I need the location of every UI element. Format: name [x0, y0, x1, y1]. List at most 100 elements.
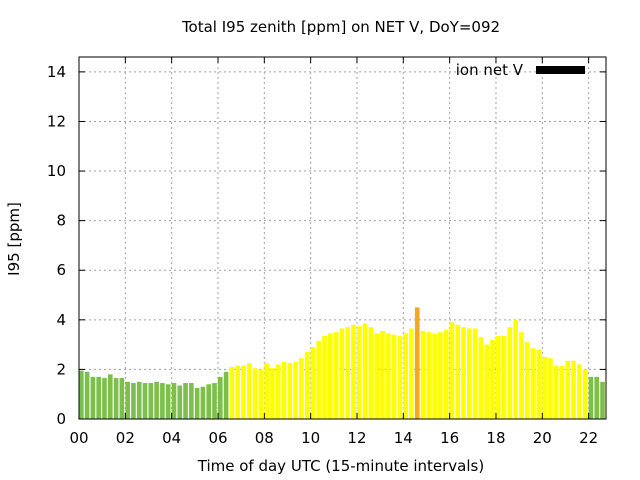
bar — [542, 357, 547, 419]
bar — [443, 329, 449, 419]
bar — [484, 344, 490, 419]
bar — [241, 365, 246, 419]
bar — [455, 324, 461, 419]
plot-frame — [78, 56, 607, 420]
bar — [270, 368, 275, 419]
bar — [310, 347, 316, 419]
bar — [467, 328, 472, 419]
bar — [524, 342, 530, 419]
bar — [409, 328, 414, 419]
bar — [438, 332, 443, 419]
bar — [160, 383, 165, 419]
bar — [229, 366, 235, 419]
legend-swatch — [536, 66, 585, 74]
y-tick-label: 4 — [56, 311, 66, 329]
bar — [490, 339, 495, 419]
legend: ion net V — [456, 61, 585, 79]
bars — [79, 307, 605, 419]
bar — [420, 330, 426, 419]
bar — [119, 378, 125, 419]
bar — [432, 333, 437, 419]
x-tick-label: 00 — [69, 429, 88, 447]
x-tick-label: 02 — [116, 429, 135, 447]
bar — [414, 307, 420, 419]
bar — [403, 333, 408, 419]
bar — [495, 335, 501, 419]
bar — [142, 383, 148, 419]
bar — [571, 360, 576, 419]
bar — [397, 335, 403, 419]
bar — [374, 333, 379, 419]
bar — [287, 363, 293, 419]
x-axis-label: Time of day UTC (15-minute intervals) — [197, 457, 484, 475]
bar — [536, 349, 542, 419]
bar — [530, 348, 536, 419]
y-tick-label: 0 — [56, 410, 66, 428]
bar — [351, 324, 356, 419]
bar — [293, 361, 298, 419]
bar — [189, 383, 194, 419]
bar — [553, 365, 559, 419]
bar — [102, 378, 107, 419]
bar — [328, 333, 333, 419]
bar — [333, 332, 339, 419]
bar — [206, 384, 212, 419]
bar — [449, 322, 455, 419]
x-tick-label: 10 — [301, 429, 320, 447]
x-tick-label: 08 — [255, 429, 274, 447]
bar — [519, 332, 524, 419]
bar — [217, 376, 223, 419]
bar — [600, 381, 605, 419]
bar — [96, 376, 102, 419]
bar — [113, 378, 119, 419]
bar — [478, 337, 484, 419]
y-tick-label: 8 — [56, 212, 66, 230]
bar — [588, 376, 594, 419]
bar — [212, 383, 217, 419]
chart-title: Total I95 zenith [ppm] on NET V, DoY=092 — [181, 18, 500, 36]
x-tick-label: 22 — [579, 429, 598, 447]
bar — [183, 383, 188, 419]
bar — [548, 358, 553, 419]
bar — [391, 334, 397, 419]
bar — [461, 327, 466, 419]
bar — [582, 369, 588, 419]
bar — [362, 323, 368, 419]
bar — [472, 328, 478, 419]
y-tick-label: 10 — [47, 162, 66, 180]
bar — [380, 330, 385, 419]
bar — [136, 381, 142, 419]
bar — [165, 384, 171, 419]
bar — [79, 370, 84, 419]
x-tick-label: 06 — [208, 429, 227, 447]
bar — [235, 365, 240, 419]
x-tick-label: 16 — [440, 429, 459, 447]
bar — [316, 340, 322, 419]
bar — [125, 381, 130, 419]
legend-label: ion net V — [456, 61, 524, 79]
bar — [356, 326, 362, 419]
x-tick-label: 04 — [162, 429, 181, 447]
bar — [223, 371, 229, 419]
bar — [565, 360, 571, 419]
bar — [513, 319, 518, 419]
bar — [339, 328, 345, 419]
bar — [84, 371, 90, 419]
bar — [275, 364, 281, 419]
bar — [200, 386, 206, 419]
x-tick-label: 18 — [486, 429, 505, 447]
bar — [577, 364, 582, 419]
bar — [559, 365, 565, 419]
bar — [252, 368, 258, 419]
bar — [322, 335, 327, 419]
bar — [258, 369, 264, 419]
bar — [264, 363, 269, 419]
bar — [501, 335, 507, 419]
bar — [345, 327, 351, 419]
bar — [90, 376, 96, 419]
y-tick-label: 12 — [47, 112, 66, 130]
bar — [171, 383, 177, 419]
bar — [426, 332, 432, 419]
bar — [368, 327, 374, 419]
x-tick-label: 20 — [533, 429, 552, 447]
